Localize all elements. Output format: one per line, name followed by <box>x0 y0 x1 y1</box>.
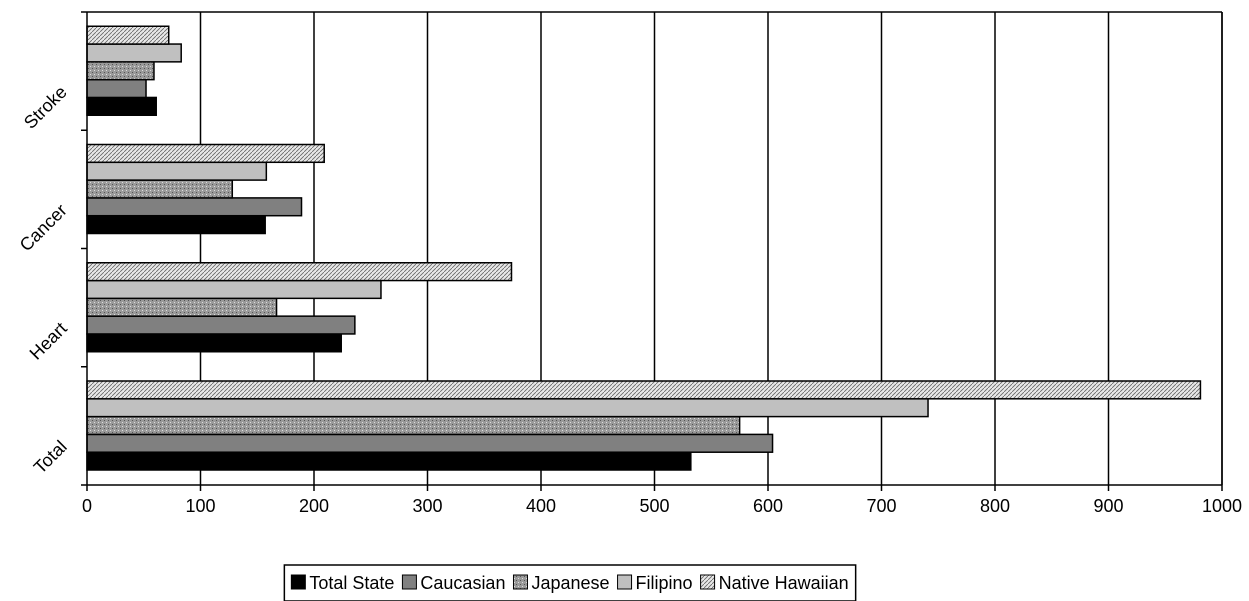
x-tick-label: 800 <box>980 496 1010 516</box>
x-tick-label: 300 <box>412 496 442 516</box>
x-tick-label: 200 <box>299 496 329 516</box>
x-tick-label: 100 <box>185 496 215 516</box>
legend-box <box>283 564 857 601</box>
bar <box>86 214 266 235</box>
bar <box>86 279 382 300</box>
x-tick-label: 700 <box>866 496 896 516</box>
bar <box>86 433 774 453</box>
legend-label: Total State <box>309 573 394 593</box>
bar <box>86 380 1202 400</box>
legend-label: Japanese <box>531 573 609 593</box>
legend-label: Filipino <box>636 573 693 593</box>
bar <box>86 161 268 181</box>
legend-swatch <box>401 574 417 590</box>
bar <box>86 43 182 63</box>
bar <box>86 61 155 81</box>
bar <box>86 333 342 353</box>
legend-label: Caucasian <box>420 573 505 593</box>
bar <box>86 96 157 116</box>
bar <box>86 398 929 418</box>
bar <box>86 197 303 217</box>
legend-swatch <box>290 574 306 590</box>
y-tick-label: Heart <box>26 318 71 363</box>
x-tick-label: 500 <box>639 496 669 516</box>
bar <box>86 297 278 317</box>
bar <box>86 25 170 45</box>
bar <box>86 78 147 99</box>
x-tick-label: 400 <box>526 496 556 516</box>
y-tick-label: Total <box>30 437 71 478</box>
bar <box>86 315 356 335</box>
y-tick-label: Cancer <box>16 200 71 255</box>
legend-swatch <box>700 574 716 590</box>
y-tick-label: Stroke <box>20 82 71 133</box>
legend-label: Native Hawaiian <box>719 573 849 593</box>
x-tick-label: 0 <box>82 496 92 516</box>
x-tick-label: 1000 <box>1202 496 1242 516</box>
bar <box>86 179 234 199</box>
x-tick-label: 600 <box>753 496 783 516</box>
x-tick-label: 900 <box>1093 496 1123 516</box>
bar <box>86 143 325 164</box>
bar <box>86 262 513 282</box>
bar <box>86 415 741 436</box>
bar <box>86 451 692 471</box>
legend-swatch <box>512 574 528 590</box>
legend-swatch <box>617 574 633 590</box>
